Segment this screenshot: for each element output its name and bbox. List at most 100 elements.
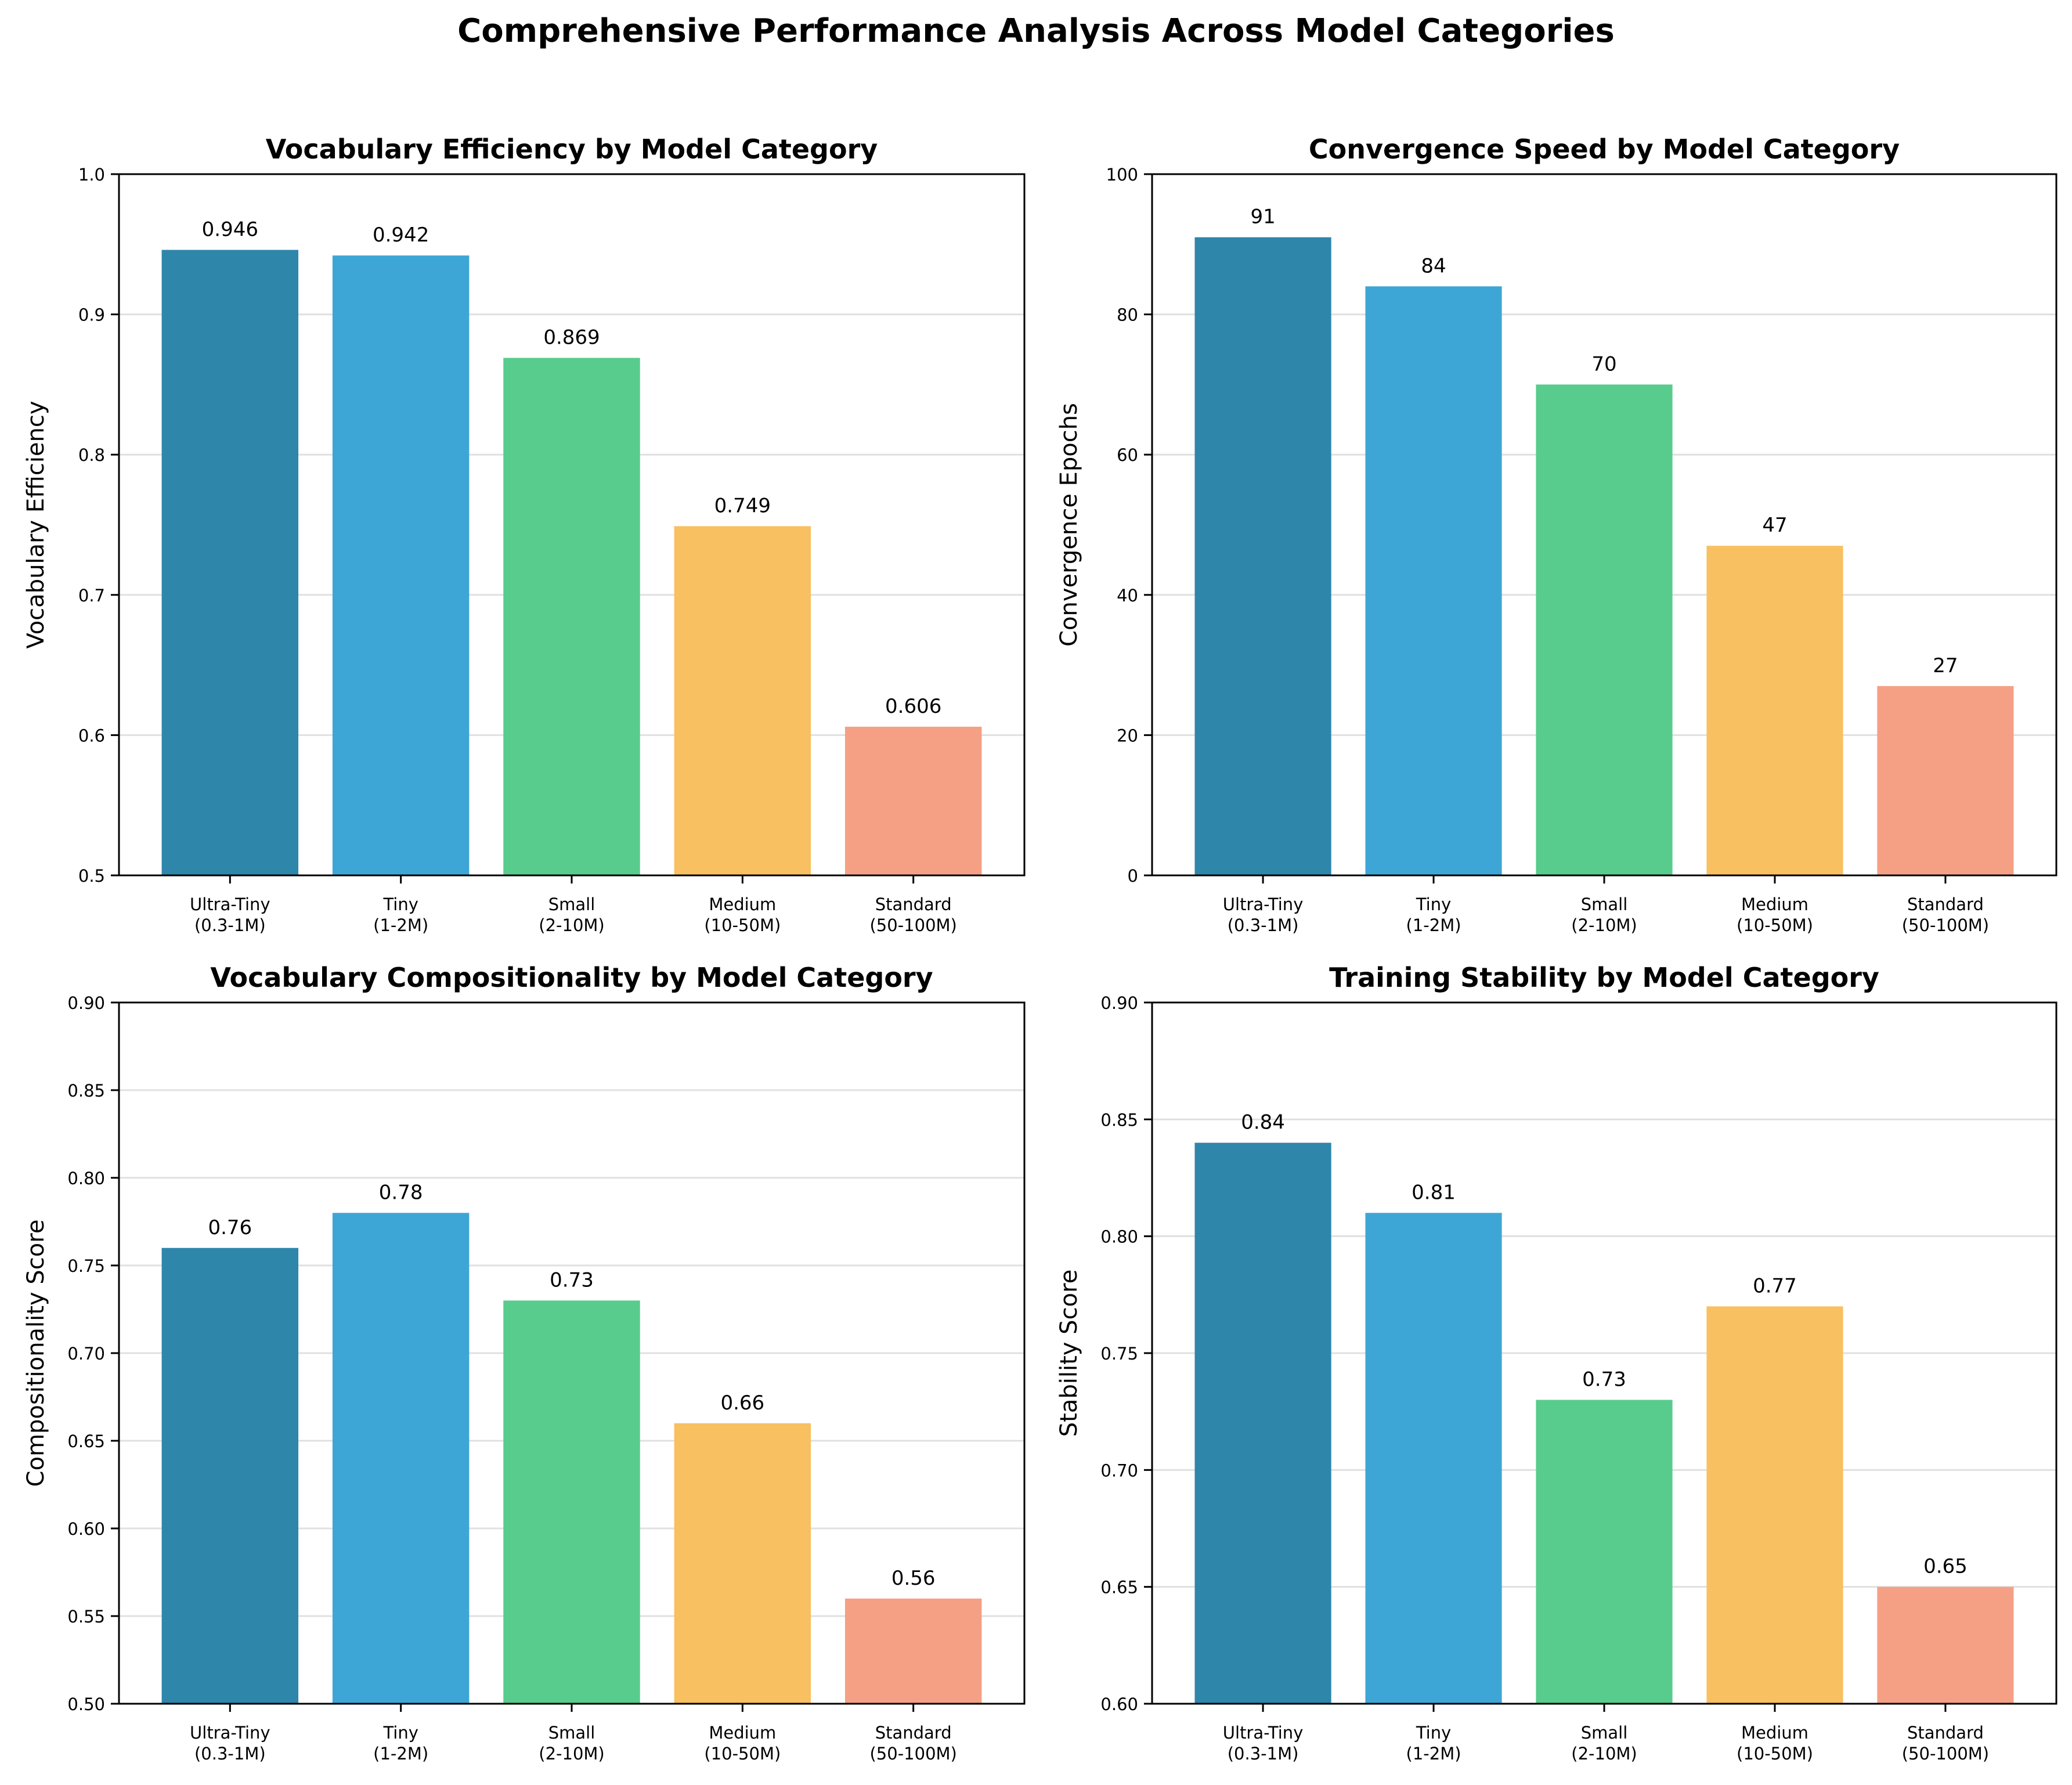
x-tick-label-line: Medium <box>709 1723 776 1743</box>
x-tick-label-line: (50-100M) <box>869 1744 956 1764</box>
x-tick-label-line: (50-100M) <box>1902 915 1989 935</box>
y-axis-label: Compositionality Score <box>23 1220 49 1487</box>
x-tick-label-line: (1-2M) <box>1406 915 1461 935</box>
x-tick-label: Ultra-Tiny (0.3-1M) <box>1223 1723 1304 1764</box>
y-tick-label: 1.0 <box>78 165 105 185</box>
x-tick-label-line: (2-10M) <box>1571 1744 1637 1764</box>
x-tick-label-line: (10-50M) <box>704 1744 781 1764</box>
x-tick-label: Small (2-10M) <box>539 895 604 935</box>
x-tick-label: Medium (10-50M) <box>704 1723 781 1764</box>
bar-value-label: 0.73 <box>1582 1368 1626 1391</box>
axes-frame <box>118 1001 1026 1705</box>
chart-title: Convergence Speed by Model Category <box>1309 134 1900 165</box>
x-tick-label-line: Ultra-Tiny <box>1223 1723 1304 1743</box>
bar-value-label: 0.942 <box>373 223 429 247</box>
x-tick-label: Small (2-10M) <box>1571 1723 1637 1764</box>
bar-5 <box>1877 1586 2014 1704</box>
bar-1 <box>161 1247 299 1704</box>
bar-value-label: 47 <box>1762 514 1787 537</box>
x-tick-label-line: Standard <box>1907 1723 1984 1743</box>
y-axis-label: Stability Score <box>1056 1270 1082 1437</box>
x-tick-label-line: Medium <box>1741 895 1809 914</box>
x-tick-label: Medium (10-50M) <box>1737 1723 1813 1764</box>
bar-5 <box>844 1598 982 1704</box>
y-tick-label: 0.65 <box>1100 1578 1138 1598</box>
x-tick-label: Standard (50-100M) <box>869 1723 956 1764</box>
bar-value-label: 0.946 <box>202 218 258 241</box>
x-tick-label: Ultra-Tiny (0.3-1M) <box>190 895 270 935</box>
x-tick-label: Standard (50-100M) <box>1902 1723 1989 1764</box>
x-tick-label-line: Tiny <box>1416 895 1451 914</box>
bar-3 <box>1536 384 1673 875</box>
y-tick-label: 0.9 <box>78 305 105 325</box>
bar-2 <box>332 1213 470 1704</box>
x-tick-label-line: (0.3-1M) <box>194 915 266 935</box>
x-tick-label-line: Tiny <box>1416 1723 1451 1743</box>
chart-panel-3: 0.76 Ultra-Tiny (0.3-1M) 0.78 Tiny (1-2M) 0.73… <box>23 962 1026 1764</box>
y-tick-label: 0.90 <box>67 993 105 1013</box>
bar-2 <box>1365 286 1502 875</box>
bar-2 <box>1365 1213 1502 1704</box>
x-tick-label-line: (50-100M) <box>1902 1744 1989 1764</box>
y-tick-label: 80 <box>1117 305 1138 325</box>
x-tick-label-line: Medium <box>1741 1723 1809 1743</box>
x-tick-label: Tiny (1-2M) <box>1406 895 1461 935</box>
x-tick-label-line: Standard <box>1907 895 1984 914</box>
axes-frame <box>1151 173 2057 877</box>
bar-1 <box>1194 1142 1331 1704</box>
y-tick-label: 0.65 <box>67 1431 105 1451</box>
bar-value-label: 0.749 <box>714 494 771 517</box>
y-tick-label: 0.80 <box>1100 1227 1138 1247</box>
x-tick-label-line: (1-2M) <box>1406 1744 1461 1764</box>
x-tick-label-line: Standard <box>875 895 952 914</box>
x-tick-label: Small (2-10M) <box>1571 895 1637 935</box>
x-tick-label-line: Ultra-Tiny <box>190 1723 270 1743</box>
bar-value-label: 84 <box>1421 254 1446 277</box>
bar-3 <box>503 358 640 875</box>
y-tick-label: 0.85 <box>67 1081 105 1101</box>
bar-2 <box>332 255 470 876</box>
bar-4 <box>1706 546 1843 875</box>
bar-5 <box>844 726 982 875</box>
bar-value-label: 91 <box>1250 205 1275 229</box>
x-tick-label-line: (50-100M) <box>869 915 956 935</box>
y-tick-label: 0.75 <box>67 1256 105 1276</box>
y-tick-label: 0.85 <box>1100 1110 1138 1130</box>
y-tick-label: 0.7 <box>78 586 105 605</box>
chart-title: Vocabulary Compositionality by Model Cat… <box>210 962 933 993</box>
y-tick-label: 0.70 <box>1100 1461 1138 1480</box>
bar-value-label: 0.66 <box>720 1391 764 1415</box>
bar-value-label: 0.84 <box>1241 1111 1285 1134</box>
x-tick-label-line: (0.3-1M) <box>1228 915 1299 935</box>
x-tick-label: Ultra-Tiny (0.3-1M) <box>1223 895 1304 935</box>
y-tick-label: 0.60 <box>67 1519 105 1539</box>
x-tick-label-line: (10-50M) <box>1737 915 1813 935</box>
y-tick-label: 0.50 <box>67 1694 105 1714</box>
chart-panel-4: 0.84 Ultra-Tiny (0.3-1M) 0.81 Tiny (1-2M) 0.73… <box>1056 962 2057 1764</box>
x-tick-label-line: Small <box>548 895 595 914</box>
y-tick-label: 60 <box>1117 445 1138 465</box>
bar-value-label: 27 <box>1933 654 1958 677</box>
x-tick-label-line: Small <box>548 1723 595 1743</box>
x-tick-label-line: Tiny <box>382 895 418 914</box>
y-tick-label: 0.70 <box>67 1344 105 1364</box>
x-tick-label: Ultra-Tiny (0.3-1M) <box>190 1723 270 1764</box>
x-tick-label-line: (10-50M) <box>1737 1744 1813 1764</box>
axes-frame <box>118 173 1026 877</box>
bar-value-label: 0.78 <box>379 1181 423 1204</box>
x-tick-label-line: (0.3-1M) <box>1228 1744 1299 1764</box>
x-tick-label-line: Small <box>1581 895 1628 914</box>
x-tick-label: Medium (10-50M) <box>704 895 781 935</box>
bar-value-label: 0.77 <box>1753 1274 1797 1297</box>
y-axis-label: Vocabulary Efficiency <box>23 401 49 648</box>
bar-value-label: 0.65 <box>1923 1555 1968 1578</box>
x-tick-label-line: (0.3-1M) <box>194 1744 266 1764</box>
y-tick-label: 0.55 <box>67 1607 105 1627</box>
x-tick-label: Tiny (1-2M) <box>1406 1723 1461 1764</box>
bar-3 <box>1536 1400 1673 1704</box>
chart-panel-1: 0.946 Ultra-Tiny (0.3-1M) 0.942 Tiny (1-2M) 0.… <box>23 134 1026 935</box>
bar-value-label: 0.81 <box>1412 1181 1456 1204</box>
x-tick-label: Small (2-10M) <box>539 1723 604 1764</box>
